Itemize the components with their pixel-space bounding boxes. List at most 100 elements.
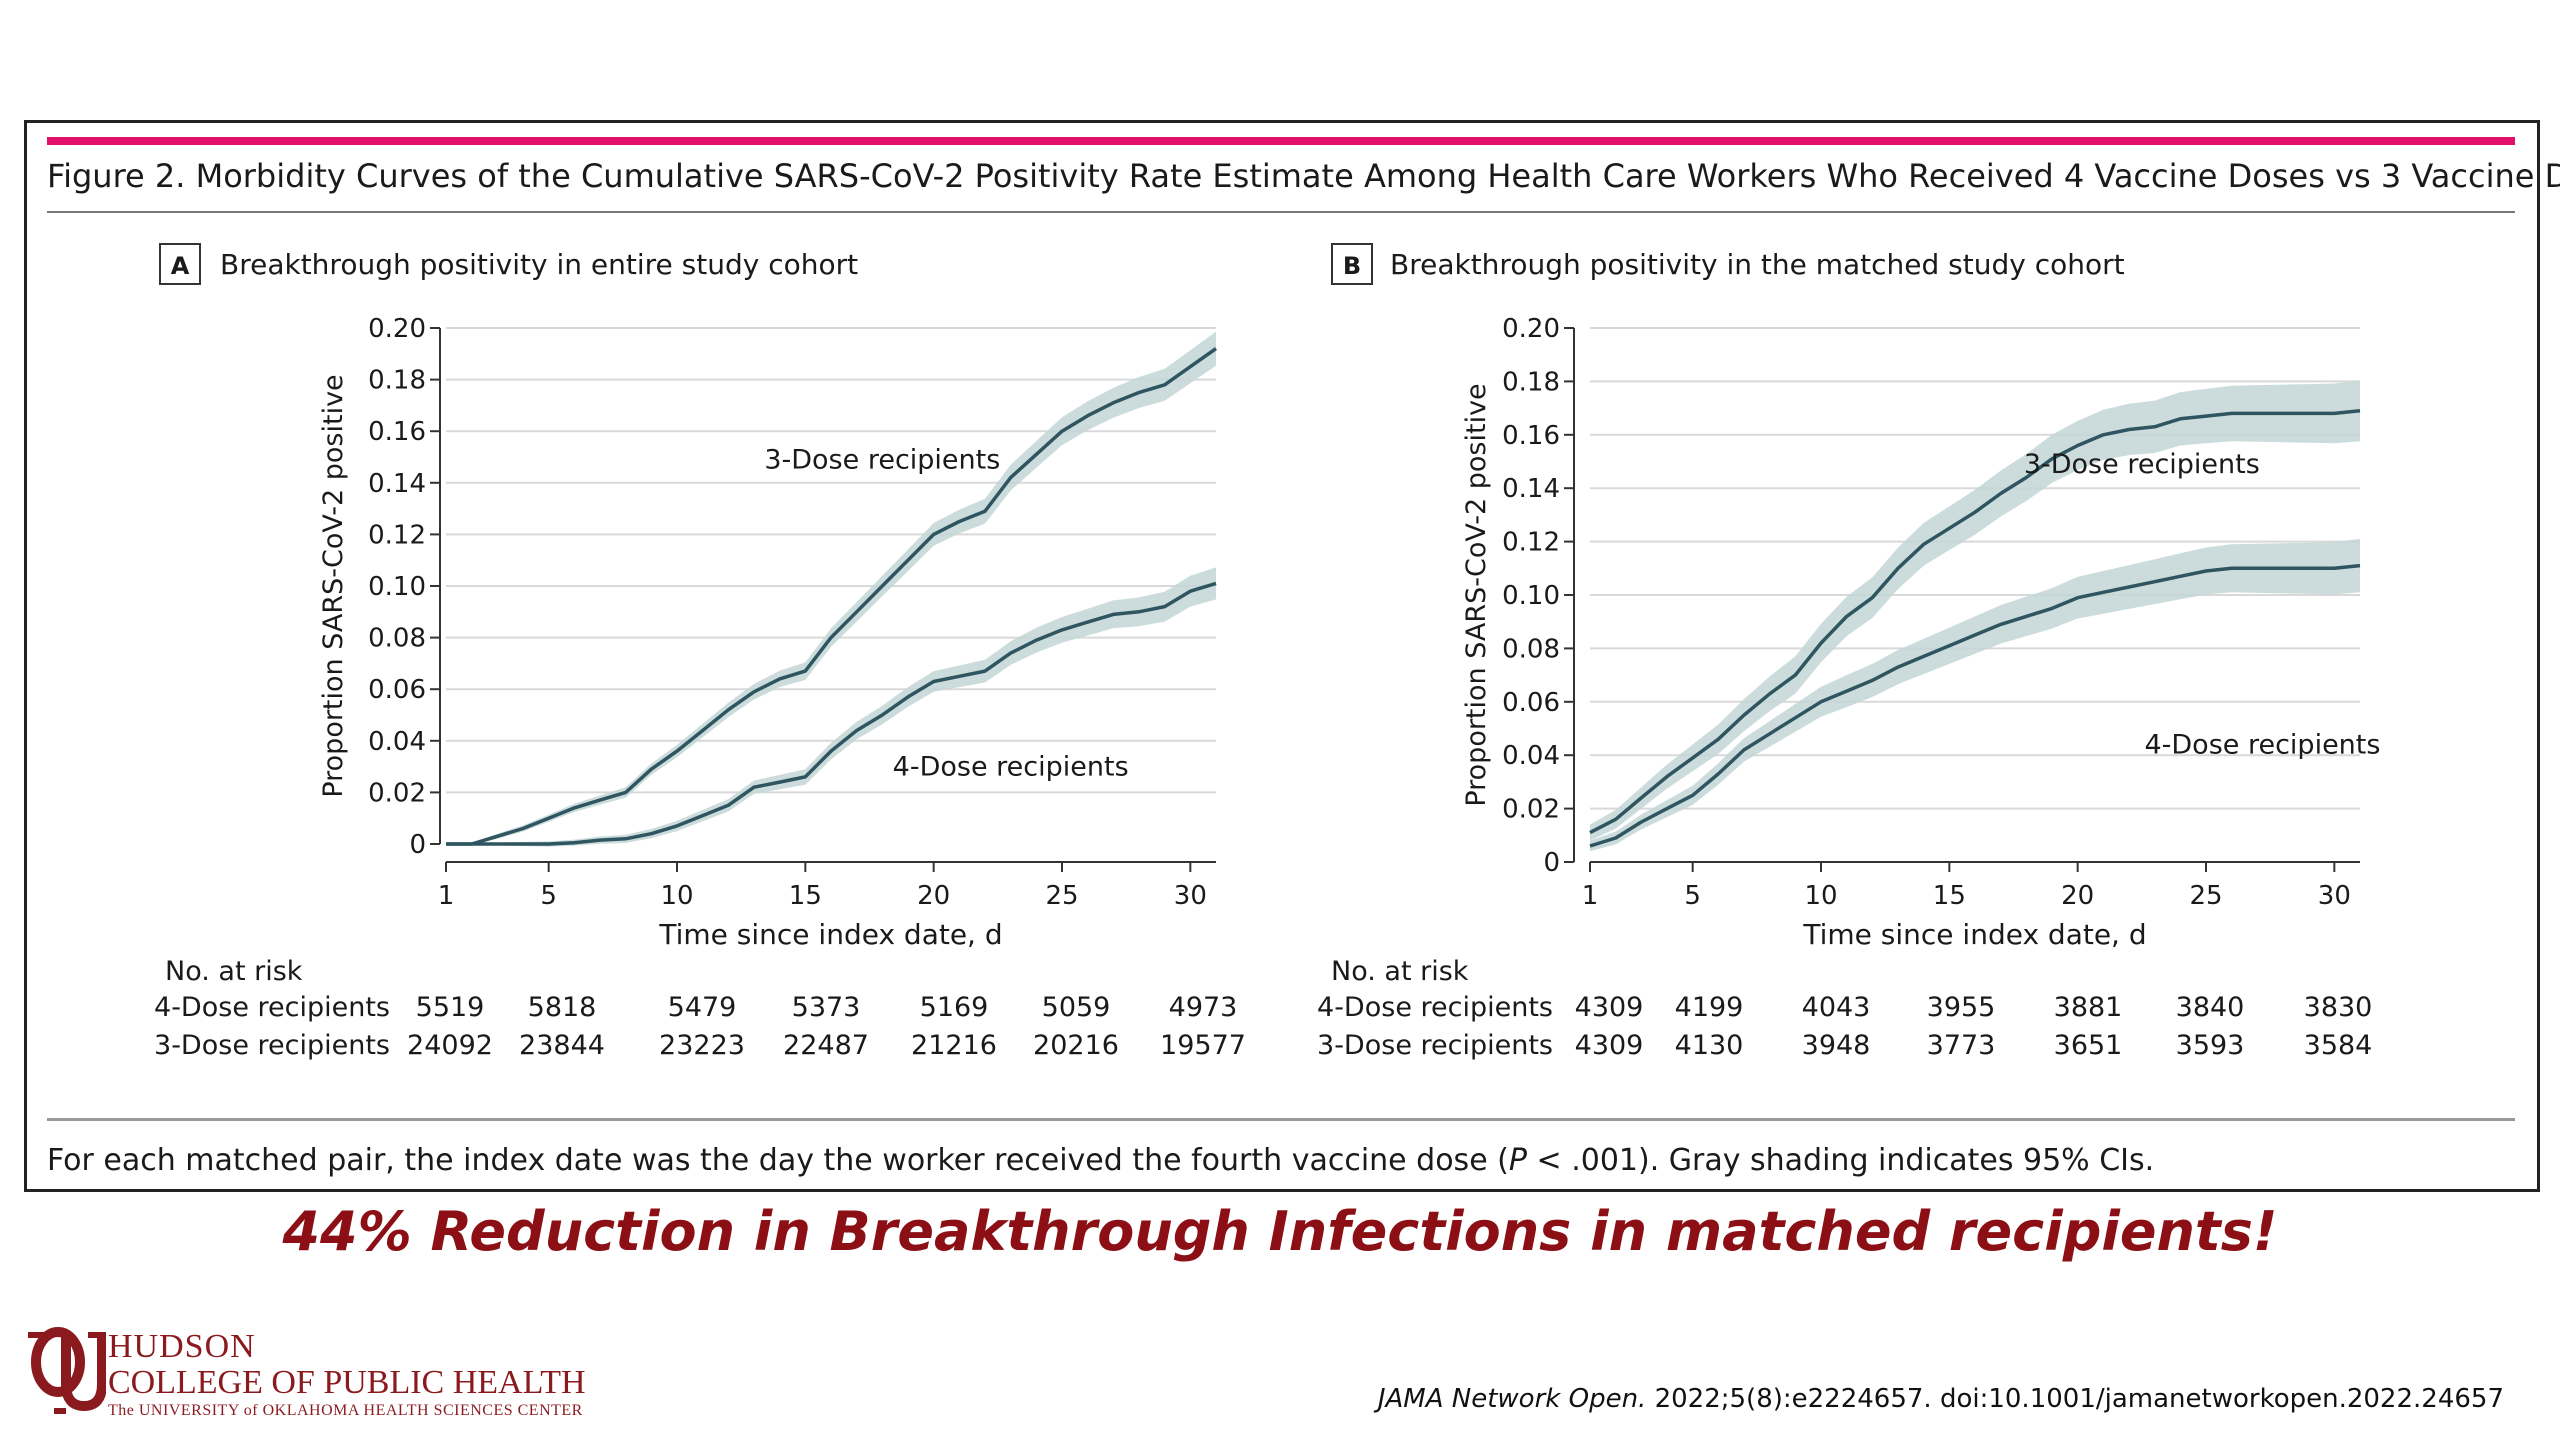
panel-b-y-tick-label: 0.16 (1502, 421, 1560, 451)
panel-a-y-axis-label: Proportion SARS-CoV-2 positive (318, 374, 349, 797)
panel-a-x-axis-label: Time since index date, d (658, 918, 1002, 951)
panel-a-y-tick-label: 0 (409, 830, 426, 860)
panel-b-x-axis-label: Time since index date, d (1802, 918, 2146, 951)
panel-a-risk-value: 19577 (1160, 1030, 1246, 1061)
panel-a-y-tick-label: 0.08 (368, 624, 426, 654)
figure-title: Figure 2. Morbidity Curves of the Cumula… (47, 157, 2560, 195)
panel-b-risk-value: 3830 (2304, 992, 2373, 1023)
panel-a-risk-value: 5818 (528, 992, 597, 1023)
panel-b-y-axis-label: Proportion SARS-CoV-2 positive (1461, 383, 1492, 806)
panel-b-x-tick-label: 30 (2318, 881, 2351, 911)
panel-a-y-tick-label: 0.04 (368, 727, 426, 757)
panel-b-risk-value: 3651 (2054, 1030, 2123, 1061)
panel-a-risk-value: 5373 (792, 992, 861, 1023)
panel-b-risk-value: 3840 (2176, 992, 2245, 1023)
panel-b-risk-value: 3773 (1927, 1030, 1996, 1061)
logo-line-university: The UNIVERSITY of OKLAHOMA HEALTH SCIENC… (108, 1402, 583, 1419)
panel-b-x-tick-label: 10 (1804, 881, 1837, 911)
panel-b-risk-value: 4130 (1675, 1030, 1744, 1061)
panel-b-x-tick-label: 15 (1933, 881, 1966, 911)
panel-a-risk-value: 24092 (407, 1030, 493, 1061)
panel-a-x-tick-label: 10 (660, 881, 693, 911)
panel-b-y-tick-label: 0.20 (1502, 314, 1560, 344)
panel-b-series-4-dose-ci-band (1590, 538, 2360, 852)
panel-b-title: Breakthrough positivity in the matched s… (1390, 248, 2125, 281)
panel-a-y-tick-label: 0.06 (368, 675, 426, 705)
panel-a-risk-row-label: 3-Dose recipients (154, 1030, 390, 1061)
panel-b-risk-heading: No. at risk (1331, 956, 1469, 987)
citation: JAMA Network Open. 2022;5(8):e2224657. d… (1378, 1384, 2504, 1414)
panel-a-risk-value: 23223 (659, 1030, 745, 1061)
title-rule (47, 137, 2515, 145)
panel-a-risk-value: 21216 (911, 1030, 997, 1061)
panel-a-y-tick-label: 0.02 (368, 778, 426, 808)
panel-b-y-tick-label: 0.02 (1502, 795, 1560, 825)
panel-a-risk-value: 20216 (1033, 1030, 1119, 1061)
panel-a-letter: A (171, 252, 190, 280)
panel-b-x-tick-label: 20 (2061, 881, 2094, 911)
panel-b-x-tick-label: 25 (2189, 881, 2222, 911)
panel-b-risk-value: 3948 (1802, 1030, 1871, 1061)
logo-line-hudson: HUDSON (108, 1328, 256, 1365)
figure-note: For each matched pair, the index date wa… (47, 1143, 2515, 1178)
panel-a-y-tick-label: 0.18 (368, 366, 426, 396)
panel-b-badge (1331, 243, 1373, 285)
panel-a-x-tick-label: 15 (789, 881, 822, 911)
panel-a-series-4-dose-ci-band (446, 567, 1216, 847)
panel-b-y-tick-label: 0.06 (1502, 688, 1560, 718)
panel-a-risk-value: 22487 (783, 1030, 869, 1061)
panel-a-series-3-dose-line (446, 347, 1218, 846)
panel-b-risk-value: 4309 (1575, 992, 1644, 1023)
panel-b-y-tick-label: 0.18 (1502, 367, 1560, 397)
figure-note-text-end: < .001). Gray shading indicates 95% CIs. (1526, 1143, 2155, 1178)
panel-a-y-tick-label: 0.12 (368, 520, 426, 550)
panel-b-risk-value: 3593 (2176, 1030, 2245, 1061)
figure-note-p: P (1508, 1143, 1527, 1178)
panel-a-badge (159, 243, 201, 285)
panel-a-series-3-dose-label: 3-Dose recipients (764, 445, 1000, 476)
panel-b-letter: B (1343, 252, 1361, 280)
logo: HUDSON COLLEGE OF PUBLIC HEALTH The UNIV… (26, 1322, 646, 1419)
bottom-rule (47, 1118, 2515, 1121)
panel-b-series-3-dose-line (1589, 409, 2361, 835)
title-underline (47, 211, 2515, 213)
panel-a-risk-value: 23844 (519, 1030, 605, 1061)
citation-journal: JAMA Network Open. (1377, 1384, 1647, 1414)
panel-a-x-tick-label: 20 (917, 881, 950, 911)
panel-a-x-tick-label: 30 (1174, 881, 1207, 911)
figure-frame: Figure 2. Morbidity Curves of the Cumula… (24, 120, 2560, 1192)
panel-a-y-tick-label: 0.14 (368, 469, 426, 499)
panel-b-risk-value: 3955 (1927, 992, 1996, 1023)
panel-b-y-tick-label: 0.10 (1502, 581, 1560, 611)
panel-a-risk-value: 4973 (1169, 992, 1238, 1023)
figure-note-text: For each matched pair, the index date wa… (47, 1143, 1509, 1178)
panel-b-y-tick-label: 0.08 (1502, 634, 1560, 664)
panel-a-risk-value: 5169 (920, 992, 989, 1023)
panel-b-x-tick-label: 1 (1582, 881, 1599, 911)
ou-logo-icon (28, 1327, 106, 1414)
panel-b-risk-value: 4199 (1675, 992, 1744, 1023)
panel-b-risk-value: 4043 (1802, 992, 1871, 1023)
panel-a-series-4-dose-label: 4-Dose recipients (893, 752, 1129, 783)
panel-a-series-4-dose-line (446, 581, 1217, 846)
logo-line-college: COLLEGE OF PUBLIC HEALTH (108, 1364, 586, 1401)
panel-b-series-4-dose-label: 4-Dose recipients (2144, 730, 2380, 761)
panel-b-series-3-dose-ci-band (1590, 380, 2360, 841)
panel-a-series-3-dose-ci-band (446, 331, 1216, 846)
panel-b-x-tick-label: 5 (1684, 881, 1701, 911)
panel-a-x-tick-label: 5 (540, 881, 557, 911)
panel-a-risk-value: 5519 (416, 992, 485, 1023)
panel-a-title: Breakthrough positivity in entire study … (220, 248, 858, 281)
panel-b-y-tick-label: 0.12 (1502, 528, 1560, 558)
panel-b-y-tick-label: 0 (1543, 848, 1560, 878)
panel-a-risk-value: 5479 (668, 992, 737, 1023)
panel-b-risk-row-label: 4-Dose recipients (1317, 992, 1553, 1023)
panel-b-risk-value: 3584 (2304, 1030, 2373, 1061)
citation-details: 2022;5(8):e2224657. doi:10.1001/jamanetw… (1646, 1384, 2504, 1414)
panel-a-risk-row-label: 4-Dose recipients (154, 992, 390, 1023)
panel-a-x-tick-label: 25 (1045, 881, 1078, 911)
panel-a-y-tick-label: 0.16 (368, 417, 426, 447)
panel-b-series-3-dose-label: 3-Dose recipients (2024, 449, 2260, 480)
panel-a-y-tick-label: 0.10 (368, 572, 426, 602)
